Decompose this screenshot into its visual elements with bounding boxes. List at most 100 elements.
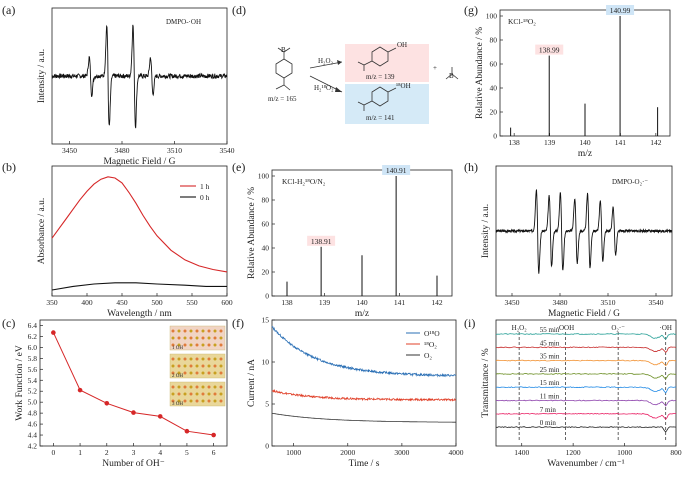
y-tick-label-g: 0 [493, 132, 497, 141]
panel-a-label: DMPO-·OH [166, 18, 201, 26]
inset-atom [195, 385, 199, 389]
x-axis-label-h: Magnetic Field / G [548, 309, 620, 319]
ms-label-bg [382, 165, 411, 175]
inset-atom [171, 336, 175, 340]
x-axis-label-e: m/z [355, 309, 369, 319]
y-tick-label-c: 5.8 [28, 354, 38, 363]
x-tick-label-f: 4000 [449, 448, 464, 457]
x-tick-label-c: 6 [212, 448, 216, 457]
inset-atom [183, 385, 187, 389]
x-tick-label-f: 1000 [286, 448, 301, 457]
scheme-box-top [345, 44, 429, 82]
inset-atom [219, 364, 223, 368]
inset-atom [183, 364, 187, 368]
y-axis-label-e: Relative Abundance / % [247, 187, 257, 279]
ftir-marker-label: H₂O₂ [512, 324, 528, 332]
inset-atom [171, 357, 175, 361]
inset-atom [195, 357, 199, 361]
inset-atom [207, 336, 211, 340]
y-tick-label-c: 6.4 [28, 321, 38, 330]
product-bottom-mz: m/z = 141 [366, 114, 395, 122]
inset-atom [219, 399, 223, 403]
ftir-series-label: 25 min [540, 366, 560, 374]
panel-tag-f: (f) [232, 316, 244, 330]
x-tick-label-g: 139 [544, 138, 556, 147]
inset-atom [219, 357, 223, 361]
inset-atom [213, 399, 217, 403]
y-tick-label-c: 4.6 [28, 420, 38, 429]
ms-label-bg [307, 235, 336, 246]
y-tick-label-f: 15 [262, 316, 270, 325]
inset-atom [201, 343, 205, 347]
product-top-mz: m/z = 139 [366, 73, 395, 81]
inset-atom [201, 364, 205, 368]
ftir-series-0 [495, 333, 677, 340]
inset-atom [171, 364, 175, 368]
inset-atom [171, 343, 175, 347]
inset-atom [213, 336, 217, 340]
x-axis-label-b: Wavelength / nm [107, 309, 172, 319]
inset-atom [195, 364, 199, 368]
x-axis-label-f: Time / s [349, 459, 380, 469]
x-tick-label-b: 450 [116, 298, 128, 307]
inset-atom [183, 329, 187, 333]
y-tick-label-f: 5 [265, 400, 269, 409]
x-tick-label-e: 142 [431, 298, 443, 307]
y-tick-label-c: 5.0 [28, 398, 38, 407]
inset-atom [219, 336, 223, 340]
inset-atom [201, 399, 205, 403]
ms-label-bg [535, 44, 564, 55]
panel-tag-g: (g) [464, 3, 478, 17]
y-tick-label-c: 5.4 [28, 376, 38, 385]
plot-frame-f [271, 319, 457, 447]
panel-h-label: DMPO-O₂·⁻ [612, 178, 648, 186]
x-tick-label-f: 3000 [394, 448, 409, 457]
inset-atom [219, 329, 223, 333]
x-tick-label-c: 5 [185, 448, 189, 457]
inset-atom [177, 343, 181, 347]
inset-atom [189, 371, 193, 375]
plot-frame-i [495, 319, 677, 447]
x-tick-label-i: 1400 [514, 448, 529, 457]
scheme-box-bottom [345, 84, 429, 124]
y-axis-label-h: Intensity / a.u. [481, 204, 491, 258]
x-tick-label-e: 140 [356, 298, 368, 307]
work-function-point [184, 428, 190, 434]
inset-atom [219, 392, 223, 396]
panel-tag-c: (c) [2, 316, 15, 330]
y-tick-label-f: 10 [262, 358, 270, 367]
panel-d-reaction-scheme: B m/z = 165 H₂O₂ H₂¹⁸O₂ OH m/z = 139 ¹⁸O… [268, 41, 459, 124]
y-tick-label-c: 6.2 [28, 332, 38, 341]
inset-atom [183, 399, 187, 403]
current-series-0 [271, 326, 456, 378]
y-axis-label-f: Current / nA [247, 359, 257, 407]
y-tick-label-e: 60 [262, 220, 270, 229]
panel-tag-d: (d) [232, 3, 246, 17]
inset-atom [183, 357, 187, 361]
panel-e-label: KCl-H₂¹⁸O/N₂ [282, 177, 326, 186]
inset-atom [201, 357, 205, 361]
product-top-molecule [357, 46, 397, 71]
y-tick-label-f: 0 [265, 442, 269, 451]
reactant-boron: B [281, 46, 286, 54]
inset-atom [213, 357, 217, 361]
x-tick-label-i: 1000 [617, 448, 632, 457]
reactant-mz: m/z = 165 [268, 95, 297, 103]
work-function-point [104, 400, 110, 406]
inset-atom [177, 392, 181, 396]
product-bottom-molecule [357, 86, 397, 111]
x-tick-label-a: 3540 [220, 146, 235, 155]
series-line-0h [51, 282, 227, 291]
inset-atom [207, 371, 211, 375]
x-tick-label-a: 3450 [62, 146, 77, 155]
y-tick-label-c: 4.4 [28, 431, 38, 440]
x-tick-label-e: 141 [394, 298, 406, 307]
x-tick-label-a: 3510 [167, 146, 182, 155]
inset-atom [177, 385, 181, 389]
inset-atom [195, 371, 199, 375]
reagent-top: H₂O₂ [318, 57, 334, 65]
ms-peak-label: 138.99 [539, 46, 560, 55]
product-top-oh: OH [397, 41, 407, 49]
inset-atom [195, 336, 199, 340]
y-tick-label-g: 80 [490, 36, 498, 45]
